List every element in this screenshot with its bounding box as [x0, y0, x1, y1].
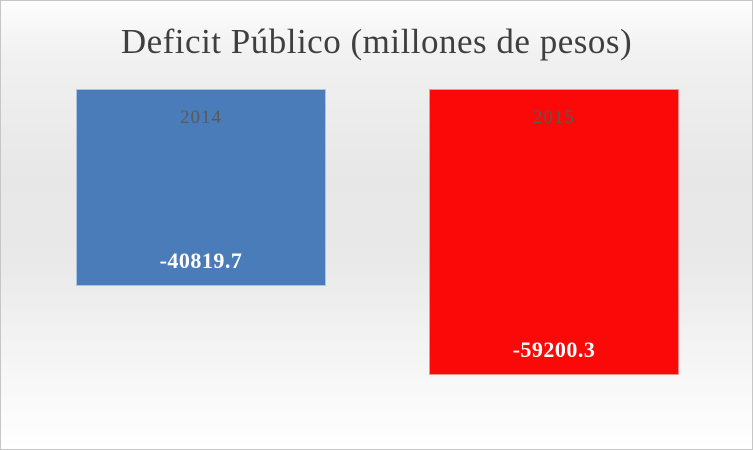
bar-2015-category-label: 2015 [533, 107, 575, 128]
chart-title: Deficit Público (millones de pesos) [120, 22, 633, 61]
bar-2014-value-label: -40819.7 [159, 248, 243, 273]
bar-2014-shadow [321, 230, 401, 290]
bar-2015-under-shadow [433, 373, 681, 379]
bar-2015-value-label: -59200.3 [512, 337, 596, 362]
bar-2015-shadow [674, 311, 738, 379]
bar-2014-category-label: 2014 [180, 107, 222, 128]
bar-2014: 2014 -40819.7 [76, 89, 401, 290]
bar-2014-shadow-wedge [321, 230, 401, 290]
bar-2015: 2015 -59200.3 [429, 89, 738, 379]
bar-2014-under-shadow [80, 284, 328, 290]
bar-2015-shadow-wedge [674, 311, 738, 379]
